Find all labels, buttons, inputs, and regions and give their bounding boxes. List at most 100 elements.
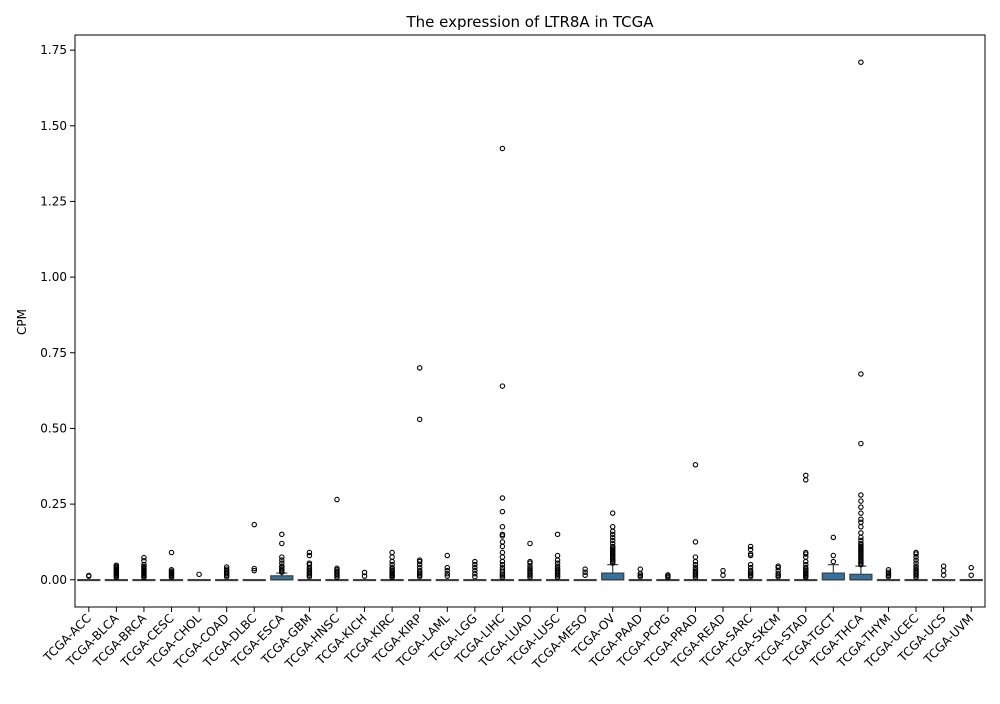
- outlier-point: [527, 565, 533, 572]
- box-group-tcga-thca: [849, 59, 873, 581]
- outlier-point: [609, 540, 616, 547]
- outlier-point: [527, 540, 533, 547]
- outlier-point: [113, 562, 120, 568]
- outlier-point: [168, 549, 175, 556]
- outlier-point: [582, 566, 588, 572]
- box-group-tcga-acc: [77, 572, 101, 582]
- outlier-point: [416, 564, 423, 571]
- outlier-point: [803, 477, 809, 483]
- outlier-point: [858, 498, 864, 504]
- outlier-point: [499, 531, 506, 538]
- outlier-point: [940, 572, 947, 578]
- outlier-point: [472, 561, 478, 568]
- outlier-point: [692, 462, 699, 468]
- outlier-point: [747, 561, 754, 568]
- outlier-point: [665, 572, 671, 578]
- outlier-point: [389, 549, 395, 556]
- outlier-point: [609, 543, 616, 550]
- outlier-point: [720, 572, 726, 578]
- outlier-point: [416, 557, 423, 563]
- outlier-point: [389, 564, 395, 571]
- chart-title: The expression of LTR8A in TCGA: [405, 13, 654, 31]
- outlier-point: [416, 567, 423, 574]
- outlier-point: [803, 564, 809, 571]
- outlier-point: [858, 516, 864, 522]
- outlier-point: [885, 567, 892, 573]
- outlier-point: [499, 561, 506, 568]
- outlier-point: [554, 557, 561, 563]
- outlier-point: [609, 524, 616, 530]
- y-tick-label: 0.00: [40, 573, 67, 587]
- outlier-point: [361, 569, 368, 576]
- outlier-point: [499, 558, 506, 565]
- box-group-tcga-paad: [628, 566, 652, 582]
- outlier-point: [306, 552, 313, 559]
- outlier-point: [692, 564, 699, 571]
- outlier-point: [499, 567, 506, 573]
- outlier-point: [472, 564, 478, 571]
- outlier-point: [858, 524, 864, 530]
- outlier-point: [86, 572, 92, 579]
- outlier-point: [141, 557, 147, 564]
- outlier-point: [858, 59, 864, 65]
- outlier-point: [692, 539, 699, 545]
- box-group-tcga-gbm: [297, 549, 322, 582]
- outlier-point: [692, 561, 699, 568]
- outlier-point: [499, 524, 506, 530]
- box: [849, 573, 873, 581]
- outlier-point: [389, 561, 395, 568]
- outlier-point: [499, 554, 506, 560]
- outlier-point: [279, 563, 285, 569]
- outlier-point: [499, 549, 506, 556]
- box-group-tcga-brca: [132, 554, 156, 582]
- outlier-point: [913, 557, 919, 563]
- outlier-point: [609, 510, 616, 516]
- box-group-tcga-kirc: [380, 549, 404, 582]
- outlier-point: [472, 573, 478, 580]
- outlier-point: [858, 540, 864, 547]
- y-tick-label: 1.50: [40, 119, 67, 133]
- box-group-tcga-tgct: [821, 534, 845, 581]
- box-group-tcga-stad: [794, 472, 818, 582]
- outlier-point: [306, 560, 313, 566]
- outlier-point: [554, 565, 561, 572]
- outlier-point: [858, 371, 864, 377]
- outlier-point: [913, 560, 919, 566]
- outlier-point: [334, 496, 340, 503]
- outlier-point: [251, 565, 257, 572]
- y-tick-label: 1.25: [40, 194, 67, 208]
- outlier-point: [692, 567, 699, 573]
- outlier-point: [858, 510, 864, 516]
- y-tick-label: 0.25: [40, 497, 67, 511]
- outlier-point: [389, 554, 395, 560]
- box-group-tcga-blca: [104, 562, 128, 582]
- outlier-point: [279, 554, 285, 560]
- box-group-tcga-chol: [187, 571, 211, 582]
- box-group-tcga-hnsc: [325, 496, 349, 582]
- box-group-tcga-kich: [352, 569, 377, 582]
- box-group-tcga-prad: [683, 462, 708, 582]
- box-group-tcga-ucs: [932, 563, 956, 582]
- outlier-point: [747, 543, 754, 550]
- outlier-point: [913, 549, 919, 556]
- outlier-point: [499, 145, 506, 152]
- box-group-tcga-pcpg: [656, 572, 680, 582]
- box: [601, 572, 625, 581]
- outlier-point: [279, 560, 285, 566]
- box-group-tcga-dlbc: [242, 521, 266, 582]
- y-axis-label: CPM: [15, 309, 29, 335]
- outlier-point: [858, 530, 864, 536]
- outlier-point: [444, 570, 451, 577]
- y-tick-label: 0.75: [40, 346, 67, 360]
- outlier-point: [720, 567, 726, 574]
- outlier-point: [609, 531, 616, 538]
- outlier-point: [582, 572, 588, 578]
- outlier-point: [803, 472, 809, 479]
- outlier-point: [775, 570, 781, 577]
- outlier-point: [940, 563, 947, 569]
- outlier-point: [168, 567, 175, 573]
- box-group-tcga-sarc: [738, 543, 763, 582]
- box-group-tcga-cesc: [159, 549, 184, 582]
- outlier-point: [444, 564, 451, 571]
